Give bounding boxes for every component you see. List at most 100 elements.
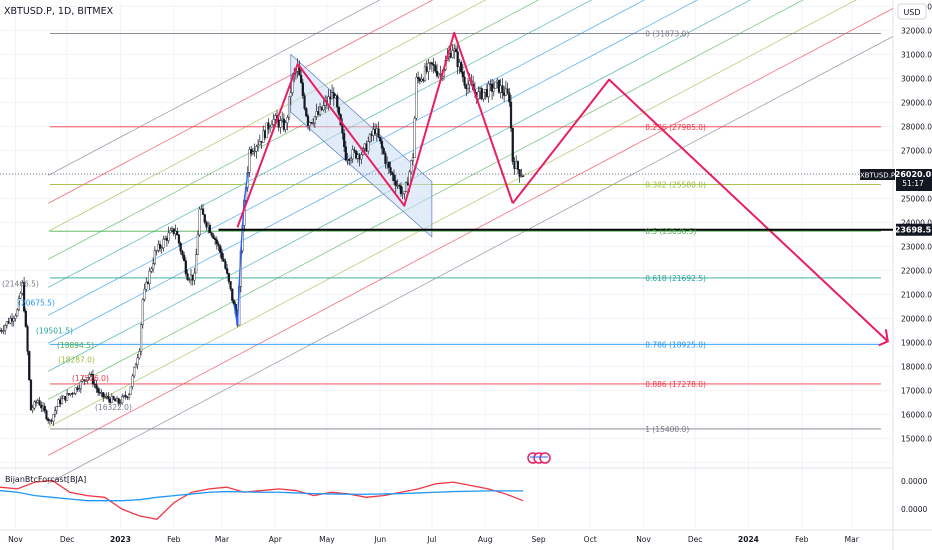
fib-channel-line (47, 0, 381, 176)
candle-body (305, 108, 308, 117)
candle-body (184, 260, 187, 274)
candle-body (490, 83, 494, 92)
candle-body (112, 396, 115, 400)
candle-body (380, 140, 384, 149)
candle-body (494, 81, 497, 89)
candle-body (22, 282, 26, 312)
event-flag-icons[interactable] (527, 452, 551, 464)
price-tick-label: 25000.0 (901, 194, 932, 203)
candle-body (145, 281, 148, 290)
indicator-red-line (0, 479, 524, 520)
candle-body (248, 149, 251, 173)
candle-body (72, 393, 76, 395)
candle-body (129, 386, 132, 395)
left-fib-label: (16322.0) (95, 403, 132, 412)
price-tick-label: 17000.0 (901, 387, 932, 396)
candle-body (308, 122, 311, 126)
last-price-value: 26020.0 (895, 170, 932, 179)
candle-body (143, 289, 146, 300)
candle-body (195, 254, 198, 274)
candle-body (45, 410, 48, 420)
candle-body (332, 92, 335, 99)
candle-body (119, 402, 122, 404)
candle-body (430, 62, 433, 65)
indicator-tick-label: 0.0000 (901, 505, 927, 514)
candle-body (460, 61, 463, 72)
price-tick-label: 24000.0 (901, 218, 932, 227)
candle-body (270, 124, 273, 128)
candle-body (224, 261, 227, 269)
fib-channel-line (47, 0, 804, 400)
candle-body (341, 124, 344, 134)
candle-body (201, 208, 205, 215)
candle-body (284, 122, 287, 130)
candle-body (52, 414, 55, 422)
fib-channel-line (47, 0, 434, 204)
candle-body (124, 395, 127, 397)
candle-body (86, 376, 89, 381)
price-tick-label: 16000.0 (901, 411, 932, 420)
candle-body (28, 351, 31, 381)
candle-body (43, 405, 46, 412)
candle-body (477, 91, 480, 100)
candle-body (417, 77, 420, 79)
candle-body (153, 250, 156, 264)
price-tick-label: 30000.0 (901, 74, 932, 83)
currency-label: USD (903, 8, 920, 17)
candle-body (232, 300, 236, 305)
candle-body (138, 350, 141, 359)
candle-body (310, 122, 313, 124)
fib-level-label: 0.886 (17278.0) (645, 380, 706, 389)
candle-body (152, 263, 155, 270)
candle-body (379, 136, 382, 142)
candle-body (318, 106, 322, 115)
currency-button[interactable]: USD (897, 3, 927, 20)
candle-body (83, 379, 86, 381)
time-tick-label: Nov (636, 535, 651, 544)
price-tick-label: 23000.0 (901, 243, 932, 252)
candle-body (384, 153, 387, 164)
candle-body (19, 293, 22, 299)
time-tick-label: Mar (215, 535, 230, 544)
candle-body (158, 244, 162, 249)
candle-body (255, 146, 258, 152)
candle-body (435, 71, 439, 77)
time-tick-label: May (319, 535, 335, 544)
candle-body (434, 65, 437, 72)
candle-body (88, 374, 91, 378)
candle-body (14, 315, 17, 319)
fib-level-label: 0 (31873.0) (645, 29, 689, 38)
candle-body (391, 172, 394, 175)
candle-body (96, 388, 100, 393)
candle-body (60, 398, 64, 404)
candle-body (413, 117, 416, 158)
candle-body (176, 231, 179, 236)
candle-body (322, 105, 325, 111)
candle-body (95, 384, 98, 389)
candle-body (368, 133, 372, 142)
candle-body (2, 330, 5, 332)
candle-body (181, 250, 184, 256)
candle-body (287, 96, 291, 118)
time-tick-label: Sep (531, 535, 545, 544)
candle-body (177, 234, 181, 244)
price-tick-label: 31000.0 (901, 50, 932, 59)
candle-body (169, 230, 172, 234)
candle-body (351, 149, 354, 160)
candle-body (53, 410, 57, 415)
candle-body (423, 66, 427, 81)
candle-body (208, 224, 212, 233)
candle-body (415, 77, 418, 119)
candle-body (231, 288, 234, 301)
candle-body (482, 92, 485, 100)
fib-level-label: 0.5 (23636.5) (645, 227, 696, 236)
candle-body (131, 375, 134, 387)
candle-body (5, 321, 8, 326)
candle-body (404, 182, 408, 192)
candle-body (133, 366, 136, 377)
symbol-title: XBTUSD.P, 1D, BITMEX (4, 6, 114, 17)
candle-body (162, 239, 165, 249)
candle-body (203, 214, 206, 223)
candle-body (451, 50, 454, 58)
